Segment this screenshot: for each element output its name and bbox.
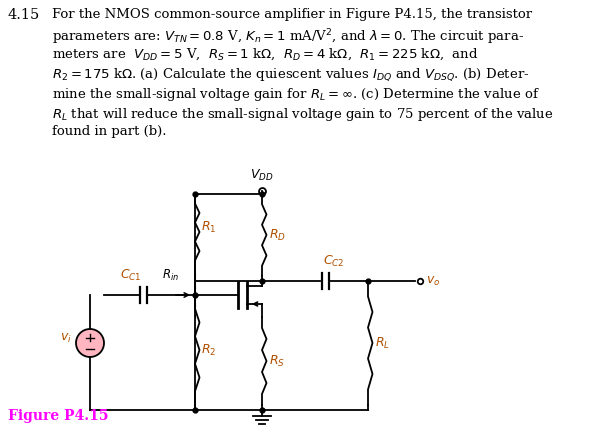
Text: $R_L$ that will reduce the small-signal voltage gain to 75 percent of the value: $R_L$ that will reduce the small-signal …: [52, 105, 553, 123]
Text: $C_{C1}$: $C_{C1}$: [120, 268, 141, 283]
Text: parameters are: $V_{TN} = 0.8$ V, $K_n = 1$ mA/V$^2$, and $\lambda = 0$. The cir: parameters are: $V_{TN} = 0.8$ V, $K_n =…: [52, 27, 524, 47]
Text: For the NMOS common-source amplifier in Figure P4.15, the transistor: For the NMOS common-source amplifier in …: [52, 8, 532, 21]
Text: $v_o$: $v_o$: [426, 275, 441, 288]
Text: $R_{in}$: $R_{in}$: [162, 268, 180, 283]
Text: Figure P4.15: Figure P4.15: [8, 409, 109, 423]
Text: $R_2 = 175$ k$\Omega$. (a) Calculate the quiescent values $I_{DQ}$ and $V_{DSQ}$: $R_2 = 175$ k$\Omega$. (a) Calculate the…: [52, 66, 530, 83]
Text: $C_{C2}$: $C_{C2}$: [323, 254, 344, 269]
Text: meters are  $V_{DD} = 5$ V,  $R_S = 1$ k$\Omega$,  $R_D = 4$ k$\Omega$,  $R_1 = : meters are $V_{DD} = 5$ V, $R_S = 1$ k$\…: [52, 47, 478, 62]
Text: $R_1$: $R_1$: [201, 219, 217, 234]
Text: $v_i$: $v_i$: [60, 331, 72, 345]
Text: $R_L$: $R_L$: [375, 335, 390, 350]
Text: 4.15: 4.15: [8, 8, 40, 22]
Text: $R_2$: $R_2$: [201, 342, 216, 358]
Text: $V_{DD}$: $V_{DD}$: [250, 168, 274, 183]
Text: mine the small-signal voltage gain for $R_L = \infty$. (c) Determine the value o: mine the small-signal voltage gain for $…: [52, 86, 540, 103]
Text: found in part (b).: found in part (b).: [52, 125, 167, 138]
Text: $R_D$: $R_D$: [269, 227, 286, 243]
Text: $R_S$: $R_S$: [269, 354, 285, 369]
Circle shape: [76, 329, 104, 357]
